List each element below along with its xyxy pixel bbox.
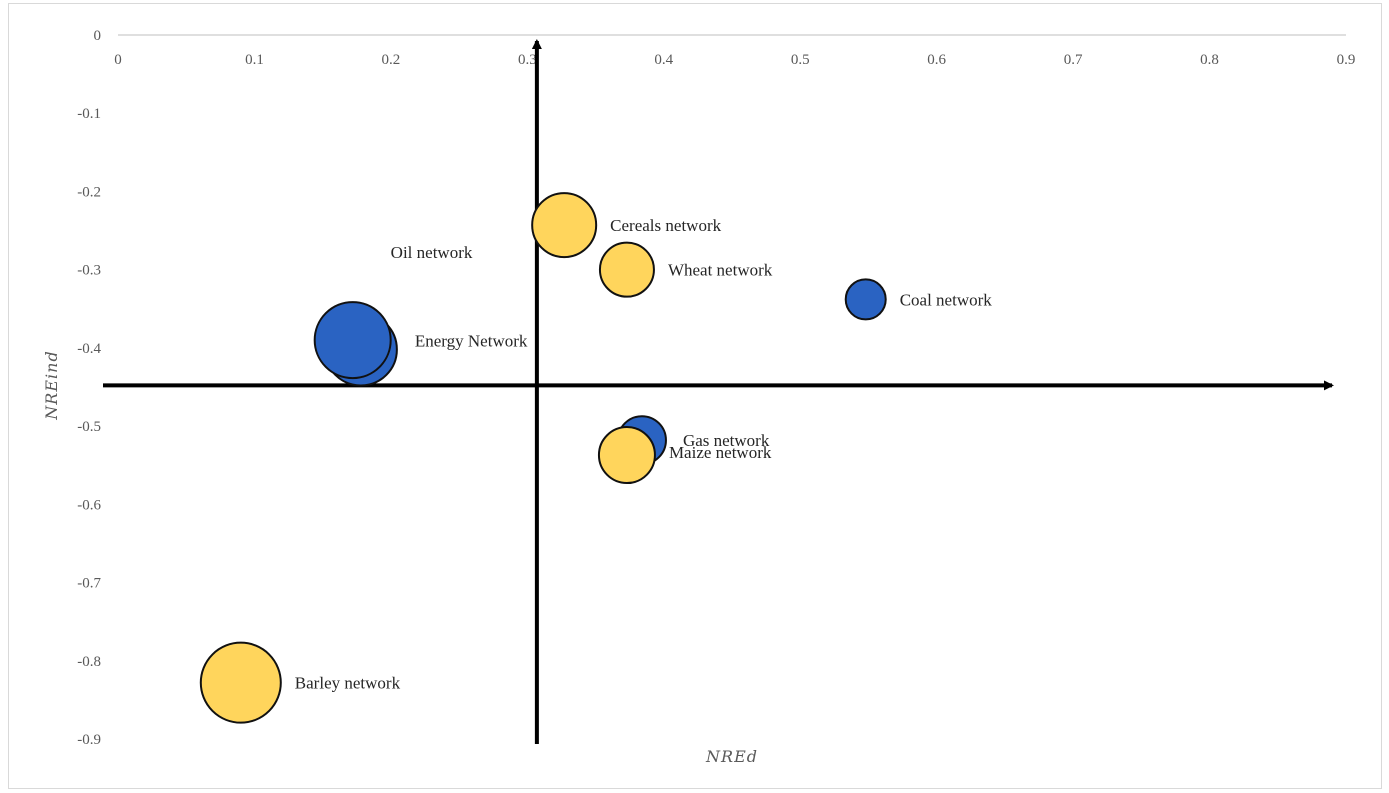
point-label-gas-network: Gas network <box>683 431 770 450</box>
x-tick-label: 0.9 <box>1337 52 1356 68</box>
bubble-oil-network <box>313 301 392 380</box>
point-label-maize-network: Maize network <box>669 443 772 462</box>
bubble-barley-network <box>199 641 282 724</box>
point-label-energy-network: Energy Network <box>415 331 528 350</box>
point-label-cereals-network: Cereals network <box>610 216 721 235</box>
y-tick-label: -0.8 <box>77 654 101 670</box>
x-tick-label: 0.5 <box>791 52 810 68</box>
bubble-coal-network <box>844 278 887 321</box>
x-tick-label: 0.4 <box>654 52 673 68</box>
y-tick-label: 0 <box>94 28 102 44</box>
y-tick-label: -0.4 <box>77 341 101 357</box>
x-tick-label: 0.7 <box>1064 52 1083 68</box>
x-tick-label: 0.8 <box>1200 52 1219 68</box>
x-axis-title: NREd <box>705 747 758 766</box>
y-axis-title: NREind <box>42 350 61 420</box>
bubbles <box>199 192 887 724</box>
y-tick-labels: 0 -0.1 -0.2 -0.3 -0.4 -0.5 -0.6 -0.7 -0.8 -0.9 <box>77 28 101 748</box>
y-tick-label: -0.9 <box>77 732 101 748</box>
bubble-maize-network <box>597 426 656 485</box>
x-tick-label: 0.3 <box>518 52 537 68</box>
y-tick-label: -0.2 <box>77 184 101 200</box>
point-label-wheat-network: Wheat network <box>668 261 773 280</box>
y-tick-label: -0.3 <box>77 263 101 279</box>
bubble-cereals-network <box>531 192 598 259</box>
x-tick-label: 0.2 <box>382 52 401 68</box>
point-label-barley-network: Barley network <box>295 674 401 693</box>
y-tick-label: -0.6 <box>77 497 101 513</box>
x-tick-labels: 0 0.1 0.2 0.3 0.4 0.5 0.6 0.7 0.8 0.9 <box>114 52 1355 68</box>
y-tick-label: -0.5 <box>77 419 101 435</box>
point-label-coal-network: Coal network <box>900 290 993 309</box>
point-labels: Cereals network Wheat network Coal network… <box>295 216 992 693</box>
y-tick-label: -0.7 <box>77 576 101 592</box>
x-tick-label: 0.6 <box>927 52 946 68</box>
bubble-wheat-network <box>598 241 655 298</box>
x-tick-label: 0 <box>114 52 122 68</box>
x-tick-label: 0.1 <box>245 52 264 68</box>
y-tick-label: -0.1 <box>77 106 101 122</box>
point-label-oil-network: Oil network <box>391 243 473 262</box>
